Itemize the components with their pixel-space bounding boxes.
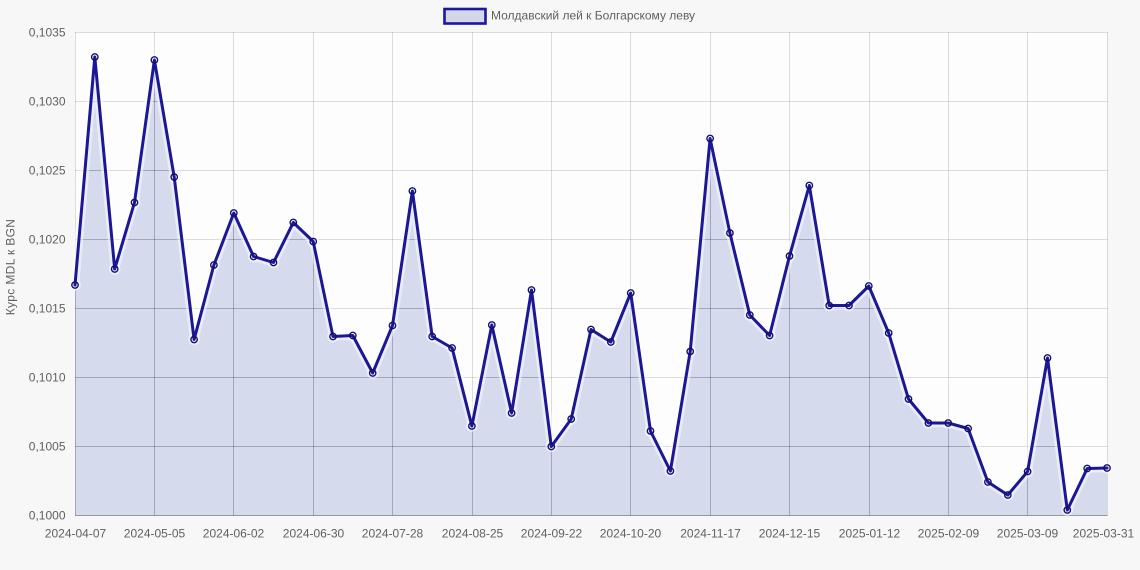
svg-text:0,1015: 0,1015 [29, 302, 66, 316]
svg-text:2024-06-02: 2024-06-02 [203, 527, 265, 541]
svg-text:2024-07-28: 2024-07-28 [362, 527, 424, 541]
svg-text:2024-10-20: 2024-10-20 [600, 527, 662, 541]
svg-text:Молдавский лей к Болгарскому л: Молдавский лей к Болгарскому леву [491, 9, 695, 23]
svg-text:2024-04-07: 2024-04-07 [45, 527, 107, 541]
svg-text:2024-09-22: 2024-09-22 [521, 527, 583, 541]
svg-text:0,1005: 0,1005 [29, 440, 66, 454]
svg-text:2024-06-30: 2024-06-30 [283, 527, 345, 541]
svg-text:0,1000: 0,1000 [29, 509, 66, 523]
svg-text:2024-08-25: 2024-08-25 [442, 527, 504, 541]
svg-text:2025-02-09: 2025-02-09 [918, 527, 980, 541]
svg-text:0,1010: 0,1010 [29, 371, 66, 385]
svg-text:0,1035: 0,1035 [29, 26, 66, 40]
svg-text:2025-01-12: 2025-01-12 [839, 527, 901, 541]
svg-text:2025-03-31: 2025-03-31 [1073, 527, 1135, 541]
svg-text:2025-03-09: 2025-03-09 [997, 527, 1059, 541]
svg-text:0,1025: 0,1025 [29, 164, 66, 178]
svg-text:2024-12-15: 2024-12-15 [759, 527, 821, 541]
svg-text:0,1030: 0,1030 [29, 95, 66, 109]
svg-text:2024-05-05: 2024-05-05 [124, 527, 186, 541]
svg-text:2024-11-17: 2024-11-17 [680, 527, 741, 541]
svg-text:0,1020: 0,1020 [29, 233, 66, 247]
svg-text:Курс MDL к BGN: Курс MDL к BGN [4, 219, 18, 316]
